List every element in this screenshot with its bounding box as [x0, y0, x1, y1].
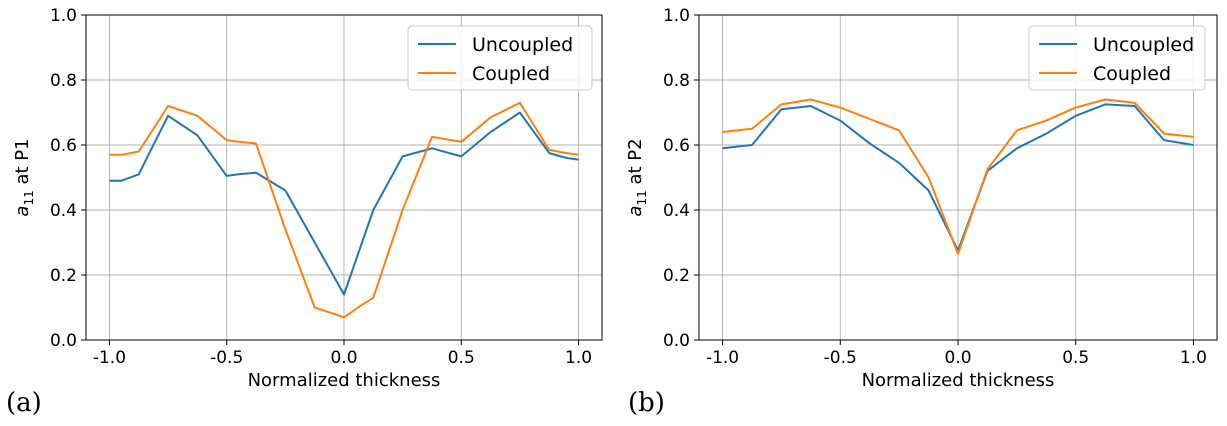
legend-label-uncoupled: Uncoupled	[1093, 34, 1194, 56]
x-tick-label: 0.5	[1062, 348, 1089, 368]
x-axis-label: Normalized thickness	[248, 370, 441, 391]
y-tick-label: 0.6	[663, 136, 690, 156]
legend-label-uncoupled: Uncoupled	[472, 34, 573, 56]
x-tick-label: 0.0	[330, 348, 357, 368]
y-tick-label: 0.2	[50, 266, 77, 286]
y-axis-label: a11 at P1	[12, 138, 36, 216]
x-tick-label: -0.5	[824, 348, 857, 368]
series-line-coupled	[722, 98, 1194, 255]
x-tick-label: 1.0	[565, 348, 592, 368]
x-tick-label: 1.0	[1180, 348, 1207, 368]
x-tick-label: -1.0	[93, 348, 126, 368]
y-axis-label: a11 at P2	[625, 138, 649, 216]
legend: Uncoupled Coupled	[1028, 25, 1206, 91]
y-tick-label: 1.0	[663, 6, 690, 26]
series-line-uncoupled	[722, 103, 1194, 252]
chart-panel-1: -1.0 -0.5 0.0 0.5 1.0 0.0 0.2 0.4 0.6 0.8 1.0 Norma…	[625, 6, 1218, 391]
y-tick-label: 0.8	[50, 71, 77, 91]
panel-label-a: (a)	[6, 388, 42, 418]
y-tick-label: 0.8	[663, 71, 690, 91]
y-tick-label: 1.0	[50, 6, 77, 26]
series-line-uncoupled	[109, 111, 579, 296]
x-tick-label: 0.5	[448, 348, 475, 368]
y-tick-label: 0.6	[50, 136, 77, 156]
panel-label-b: (b)	[628, 388, 665, 418]
y-tick-label: 0.0	[50, 331, 77, 351]
x-tick-label: -1.0	[706, 348, 739, 368]
y-tick-label: 0.0	[663, 331, 690, 351]
y-tick-label: 0.4	[50, 201, 77, 221]
x-axis-label: Normalized thickness	[862, 370, 1055, 391]
chart-panel-0: -1.0 -0.5 0.0 0.5 1.0 0.0 0.2 0.4 0.6 0.8 1.0 Norma…	[12, 6, 603, 391]
legend-label-coupled: Coupled	[472, 63, 550, 85]
y-tick-label: 0.2	[663, 266, 690, 286]
series-line-coupled	[109, 101, 579, 319]
y-tick-label: 0.4	[663, 201, 690, 221]
x-tick-label: -0.5	[210, 348, 243, 368]
legend: Uncoupled Coupled	[407, 25, 593, 91]
legend-label-coupled: Coupled	[1093, 63, 1171, 85]
x-tick-label: 0.0	[944, 348, 971, 368]
